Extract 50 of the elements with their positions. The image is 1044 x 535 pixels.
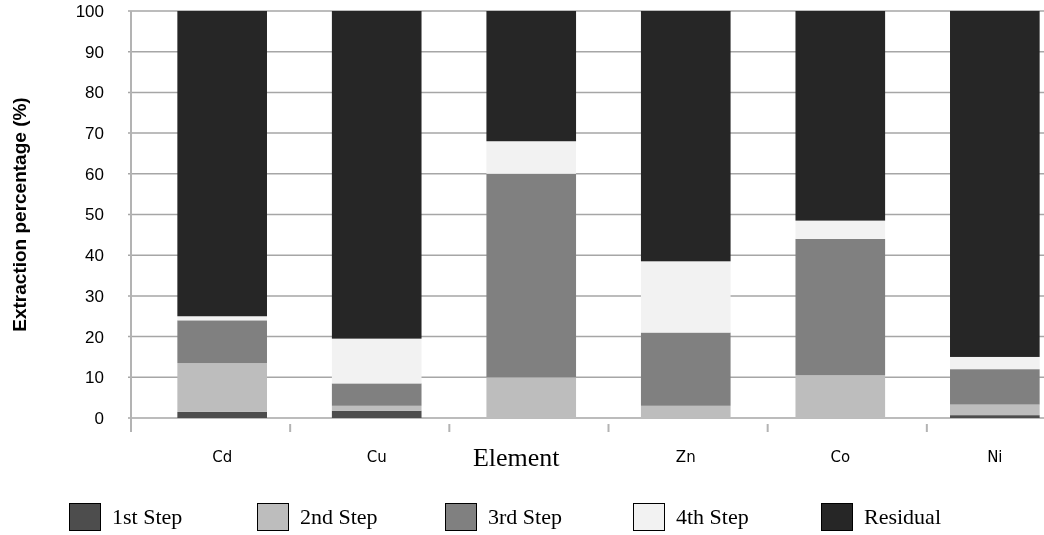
bar <box>331 11 422 339</box>
bar <box>331 383 422 406</box>
bar <box>177 316 267 321</box>
bar <box>486 377 577 418</box>
bar <box>950 369 1040 405</box>
y-tick-label: 10 <box>85 368 104 388</box>
bar <box>486 173 577 378</box>
y-tick-label: 80 <box>85 83 104 103</box>
bar <box>640 11 731 262</box>
x-tick-label: Zn <box>675 448 696 466</box>
bar <box>795 11 886 221</box>
bar <box>331 405 422 411</box>
bar <box>640 332 731 406</box>
legend-label: 2nd Step <box>300 503 378 529</box>
bar <box>795 375 886 418</box>
bar <box>486 11 577 142</box>
bar <box>640 405 731 418</box>
legend-label: 4th Step <box>676 503 749 529</box>
bar <box>177 363 267 412</box>
bar <box>177 320 267 364</box>
bar <box>177 11 267 317</box>
x-tick-label: Cu <box>366 448 387 466</box>
bar <box>177 411 267 418</box>
y-axis-title: Extraction percentage (%) <box>9 97 30 332</box>
legend-label: 1st Step <box>112 503 183 529</box>
legend-label: Residual <box>864 503 941 529</box>
legend-label: 3rd Step <box>488 503 562 529</box>
y-tick-label: 70 <box>85 124 104 144</box>
y-tick-label: 50 <box>85 205 104 225</box>
y-tick-label: 90 <box>85 42 104 62</box>
x-tick-label: Co <box>830 448 851 466</box>
x-tick-label: Ni <box>987 448 1003 466</box>
y-tick-label: 60 <box>85 164 104 184</box>
bar <box>331 338 422 384</box>
bar <box>331 410 422 418</box>
y-tick-label: 30 <box>85 286 104 306</box>
bar <box>486 141 577 174</box>
bar <box>950 415 1040 418</box>
y-tick-label: 20 <box>85 327 104 347</box>
bar <box>795 238 886 376</box>
bar <box>950 404 1040 416</box>
y-tick-label: 0 <box>94 408 104 428</box>
x-axis-title: Element <box>472 443 561 472</box>
y-tick-label: 100 <box>75 1 104 21</box>
bar <box>640 261 731 333</box>
bar <box>950 356 1040 370</box>
x-tick-label: Cd <box>212 448 233 466</box>
y-tick-label: 40 <box>85 246 104 266</box>
bar <box>950 11 1040 357</box>
bar <box>795 220 886 239</box>
